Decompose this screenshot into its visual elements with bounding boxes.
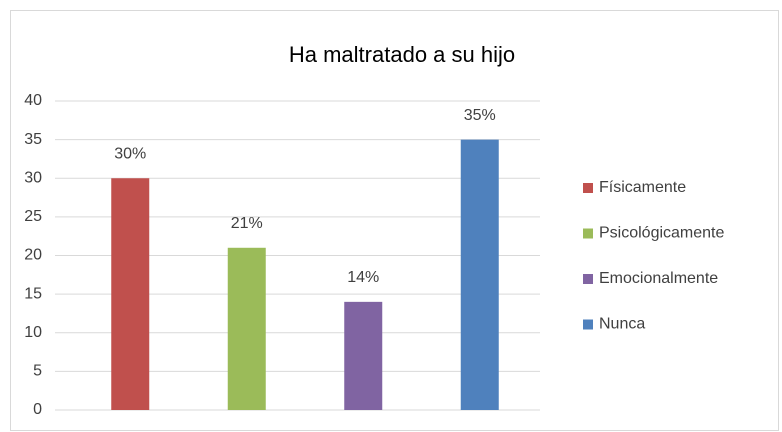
chart-title: Ha maltratado a su hijo (289, 42, 515, 67)
y-tick-label: 10 (24, 324, 42, 341)
legend-label: Emocionalmente (599, 270, 718, 287)
y-tick-label: 30 (24, 169, 42, 186)
data-label: 30% (114, 145, 146, 162)
data-label: 35% (464, 107, 496, 124)
legend-label: Físicamente (599, 179, 686, 196)
y-tick-label: 0 (33, 401, 42, 418)
legend-swatch (583, 228, 593, 239)
y-tick-label: 40 (24, 92, 42, 109)
bar (227, 247, 266, 410)
legend-swatch (583, 274, 593, 284)
legend-swatch (583, 183, 593, 193)
y-tick-label: 25 (24, 208, 42, 225)
y-tick-label: 15 (24, 285, 42, 302)
y-tick-label: 20 (24, 247, 42, 264)
data-label: 21% (231, 215, 263, 232)
y-tick-label: 35 (24, 131, 42, 148)
bar (344, 301, 383, 410)
data-label: 14% (347, 269, 379, 286)
y-tick-label: 5 (33, 363, 42, 380)
bar (460, 139, 499, 410)
bar (111, 178, 150, 410)
legend-swatch (583, 319, 593, 330)
legend-label: Nunca (599, 316, 645, 333)
legend-label: Psicológicamente (599, 225, 725, 242)
